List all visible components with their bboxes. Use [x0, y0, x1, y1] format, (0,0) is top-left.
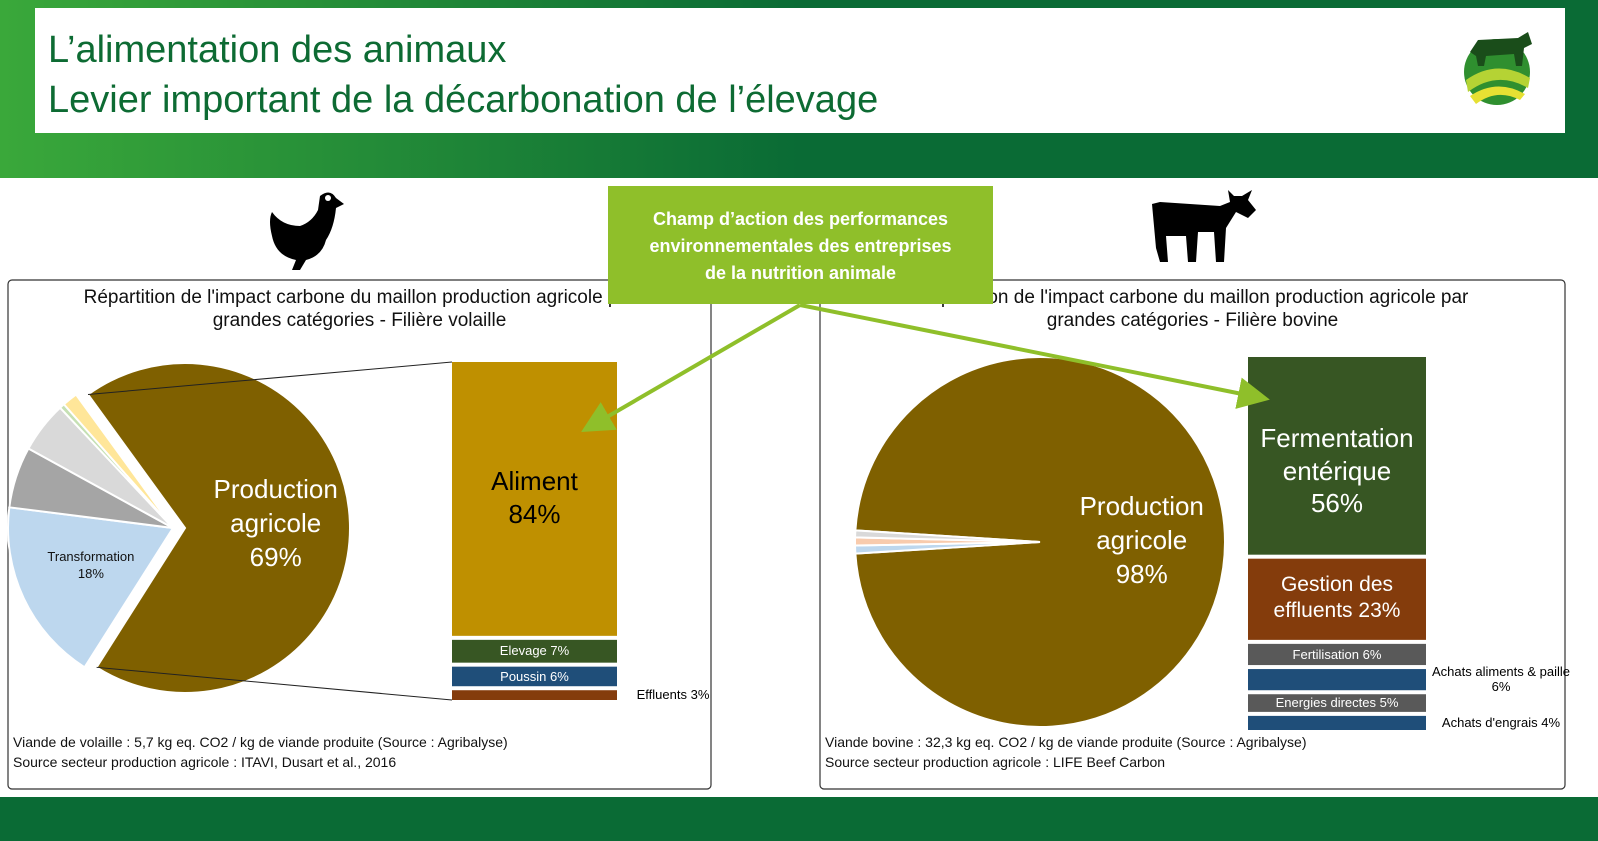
pie-slice [854, 356, 1226, 728]
bar-value: 4% [1541, 714, 1561, 730]
bar-value: 6% [550, 668, 569, 684]
pie-label: Production agricole 69% [191, 473, 361, 574]
connector [96, 666, 453, 701]
bar-segment [1248, 558, 1426, 640]
bar-label: Fermentation entérique 56% [1248, 422, 1426, 520]
header-box [35, 8, 1565, 133]
pie-label: Production agricole 98% [1057, 490, 1227, 591]
bar-value: 6% [1362, 646, 1382, 662]
chicken-icon [270, 192, 344, 270]
bar-label: Achats d'engrais 4% [1432, 715, 1570, 731]
bar-value: 6% [1491, 679, 1511, 695]
bar-label: Achats aliments & paille 6% [1432, 664, 1570, 695]
pie-category: Transformation [47, 548, 135, 564]
panel [819, 279, 1566, 790]
pie-slice [62, 393, 174, 529]
pie-slice [854, 529, 1041, 543]
bar-label: Poussin 6% [452, 669, 617, 685]
callout: Champ d’action des performances environne… [608, 186, 993, 304]
footnote: Source secteur production agricole : ITA… [13, 754, 397, 770]
bar-segment [452, 690, 617, 700]
bar-label: Elevage 7% [452, 643, 617, 659]
bar-category: Energies directes [1275, 695, 1377, 711]
bar-label: Effluents 3% [623, 687, 723, 703]
bar-label: Aliment 84% [452, 465, 617, 530]
footnote: Viande de volaille : 5,7 kg eq. CO2 / kg… [13, 734, 508, 750]
bar-category: Gestion des effluents [1273, 572, 1394, 623]
bar-segment [1248, 357, 1426, 555]
callout-line: Champ d’action des performances [652, 209, 949, 229]
bar-category: Fermentation entérique [1260, 423, 1414, 486]
bar-label: Fertilisation 6% [1248, 647, 1426, 663]
bar-category: Achats d'engrais [1441, 714, 1538, 730]
bar-category: Poussin [500, 668, 547, 684]
footnote: Source secteur production agricole : LIF… [825, 754, 1166, 770]
arrow [799, 303, 1270, 409]
bar-segment [452, 639, 617, 663]
bar-category: Achats aliments & paille [1432, 663, 1571, 679]
bar-value: 7% [550, 643, 570, 659]
pie-value: 98% [1115, 558, 1168, 589]
footer-band [0, 797, 1598, 841]
connector [87, 361, 453, 396]
chart-title: Répartition de l'impact carbone du maill… [83, 287, 636, 331]
bar-segment [1248, 669, 1426, 691]
slide-title: Levier important de la décarbonation de … [48, 79, 879, 121]
bar-category: Elevage [499, 643, 547, 659]
bar-value: 56% [1310, 488, 1364, 519]
callout-line: environnementales des entreprises [649, 236, 952, 256]
pie-slice [86, 362, 351, 694]
bar-label: Energies directes 5% [1248, 695, 1426, 711]
bar-value: 23% [1358, 599, 1401, 623]
footnote: Viande bovine : 32,3 kg eq. CO2 / kg de … [825, 734, 1307, 750]
callout-line: de la nutrition animale [704, 263, 897, 283]
pie-value: 18% [77, 565, 104, 581]
pie-label: Transformation 18% [31, 549, 151, 583]
pie-category: Production agricole [1079, 491, 1204, 555]
slide-title: L’alimentation des animaux [48, 29, 507, 71]
bar-category: Aliment [491, 466, 578, 497]
bar-segment [1248, 694, 1426, 712]
bar-category: Fertilisation [1292, 646, 1360, 662]
bar-value: 3% [690, 687, 710, 703]
logo [1464, 32, 1532, 105]
pie-value: 69% [249, 541, 302, 572]
pie-slice [7, 506, 175, 669]
bar-value: 84% [508, 498, 561, 529]
pie-category: Production agricole [213, 474, 338, 538]
arrow [581, 303, 802, 433]
bar-segment [1248, 715, 1426, 730]
chart-title: Répartition de l'impact carbone du maill… [916, 287, 1469, 331]
bar-category: Effluents [636, 687, 687, 703]
bar-value: 5% [1379, 695, 1399, 711]
bar-segment [452, 666, 617, 687]
cow-icon [1152, 190, 1256, 262]
bar-segment [1248, 643, 1426, 666]
bar-label: Gestion des effluents 23% [1248, 572, 1426, 625]
